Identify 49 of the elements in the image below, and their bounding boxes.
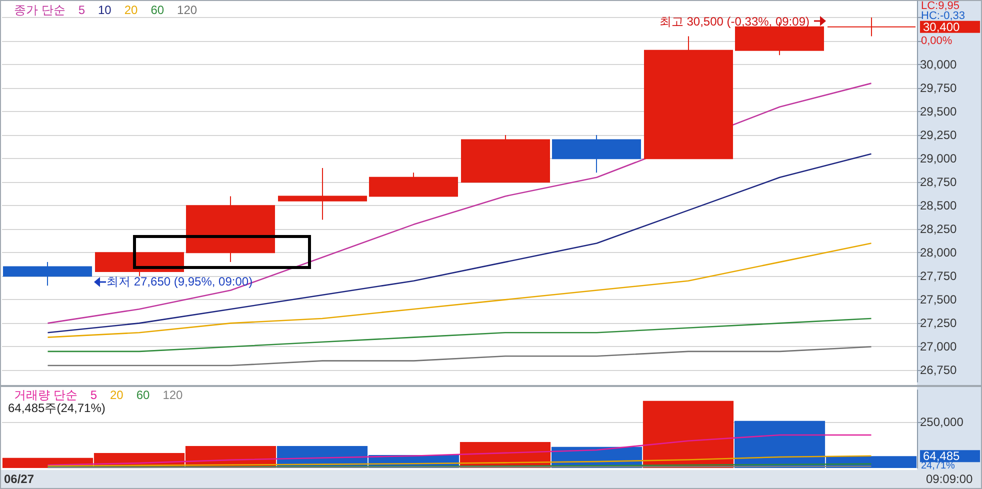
text: 0,00% bbox=[921, 35, 952, 47]
text: 64,485 bbox=[923, 449, 960, 464]
text: 06/27 bbox=[4, 472, 34, 486]
text: 5 bbox=[90, 388, 98, 402]
line-series bbox=[47, 318, 872, 352]
annotation: 최고 30,500 (-0,33%, 09:09) bbox=[659, 14, 810, 28]
text: LC:9,95 bbox=[921, 0, 960, 12]
text: 120 bbox=[177, 3, 198, 17]
candlestick bbox=[278, 167, 367, 220]
y-tick-label: 27,750 bbox=[920, 269, 958, 284]
candlestick bbox=[644, 36, 733, 160]
candlestick bbox=[461, 134, 550, 183]
line-series bbox=[47, 153, 872, 334]
text: 20 bbox=[124, 3, 138, 17]
legend-title: 거래량 단순 bbox=[14, 388, 78, 402]
bar bbox=[642, 400, 734, 468]
y-tick-label: 250,000 bbox=[920, 415, 964, 430]
y-tick-label: 29,500 bbox=[920, 104, 958, 119]
y-tick-label: 27,000 bbox=[920, 340, 958, 354]
annotation: 64,485주(24,71%) bbox=[8, 401, 106, 415]
text: HC:-0,33 bbox=[921, 10, 966, 22]
y-tick-label: 27,500 bbox=[920, 292, 958, 307]
y-tick-label: 29,000 bbox=[920, 152, 958, 166]
y-tick-label: 28,000 bbox=[920, 246, 958, 260]
y-tick-label: 28,750 bbox=[920, 175, 958, 190]
text: 30,400 bbox=[923, 20, 960, 34]
y-tick-label: 28,500 bbox=[920, 198, 958, 213]
candlestick bbox=[552, 134, 641, 174]
text: 5 bbox=[78, 3, 86, 17]
line-series bbox=[47, 346, 872, 366]
line-series bbox=[47, 242, 872, 338]
legend-title: 종가 단순 bbox=[14, 3, 66, 17]
text: 60 bbox=[136, 388, 150, 402]
y-tick-label: 29,750 bbox=[920, 81, 958, 96]
y-tick-label: 28,250 bbox=[920, 222, 958, 236]
text: 60 bbox=[150, 3, 164, 17]
y-tick-label: 26,750 bbox=[920, 363, 958, 378]
annotation: 최저 27,650 (9,95%, 09:00) bbox=[106, 274, 253, 289]
text: 120 bbox=[162, 388, 184, 402]
candlestick bbox=[3, 262, 92, 286]
y-tick-label: 29,250 bbox=[920, 128, 958, 142]
text: 09:09:00 bbox=[926, 472, 974, 486]
text: 20 bbox=[110, 388, 124, 402]
candlestick bbox=[186, 196, 275, 263]
y-tick-label: 30,000 bbox=[920, 58, 958, 72]
text: 10 bbox=[98, 3, 112, 17]
candlestick bbox=[827, 16, 916, 37]
y-tick-label: 27,250 bbox=[920, 316, 958, 330]
candlestick bbox=[369, 172, 458, 197]
